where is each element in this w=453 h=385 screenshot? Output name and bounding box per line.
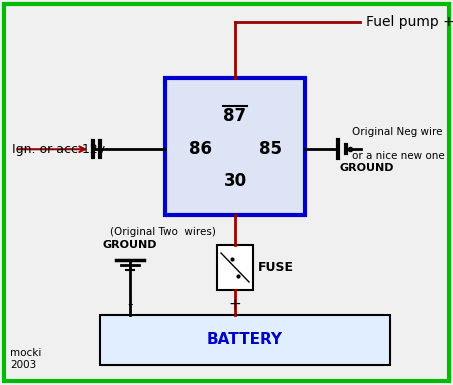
Text: (Original Two  wires): (Original Two wires) xyxy=(110,227,216,237)
Text: GROUND: GROUND xyxy=(103,240,157,250)
Text: -: - xyxy=(127,297,133,312)
Text: 87: 87 xyxy=(223,107,246,126)
Text: or a nice new one: or a nice new one xyxy=(352,151,445,161)
Bar xyxy=(165,78,305,215)
Text: 30: 30 xyxy=(223,172,246,190)
Text: mocki
2003: mocki 2003 xyxy=(10,348,41,370)
Bar xyxy=(217,245,253,290)
Bar xyxy=(100,315,390,365)
Text: +: + xyxy=(229,297,241,312)
Text: 86: 86 xyxy=(188,140,212,158)
Text: Fuel pump +: Fuel pump + xyxy=(366,15,453,29)
Text: Ign. or acc 12v: Ign. or acc 12v xyxy=(12,143,105,156)
Text: GROUND: GROUND xyxy=(340,163,395,173)
Text: 85: 85 xyxy=(259,140,281,158)
Text: BATTERY: BATTERY xyxy=(207,333,283,348)
Text: Original Neg wire: Original Neg wire xyxy=(352,127,443,137)
Text: FUSE: FUSE xyxy=(258,261,294,274)
